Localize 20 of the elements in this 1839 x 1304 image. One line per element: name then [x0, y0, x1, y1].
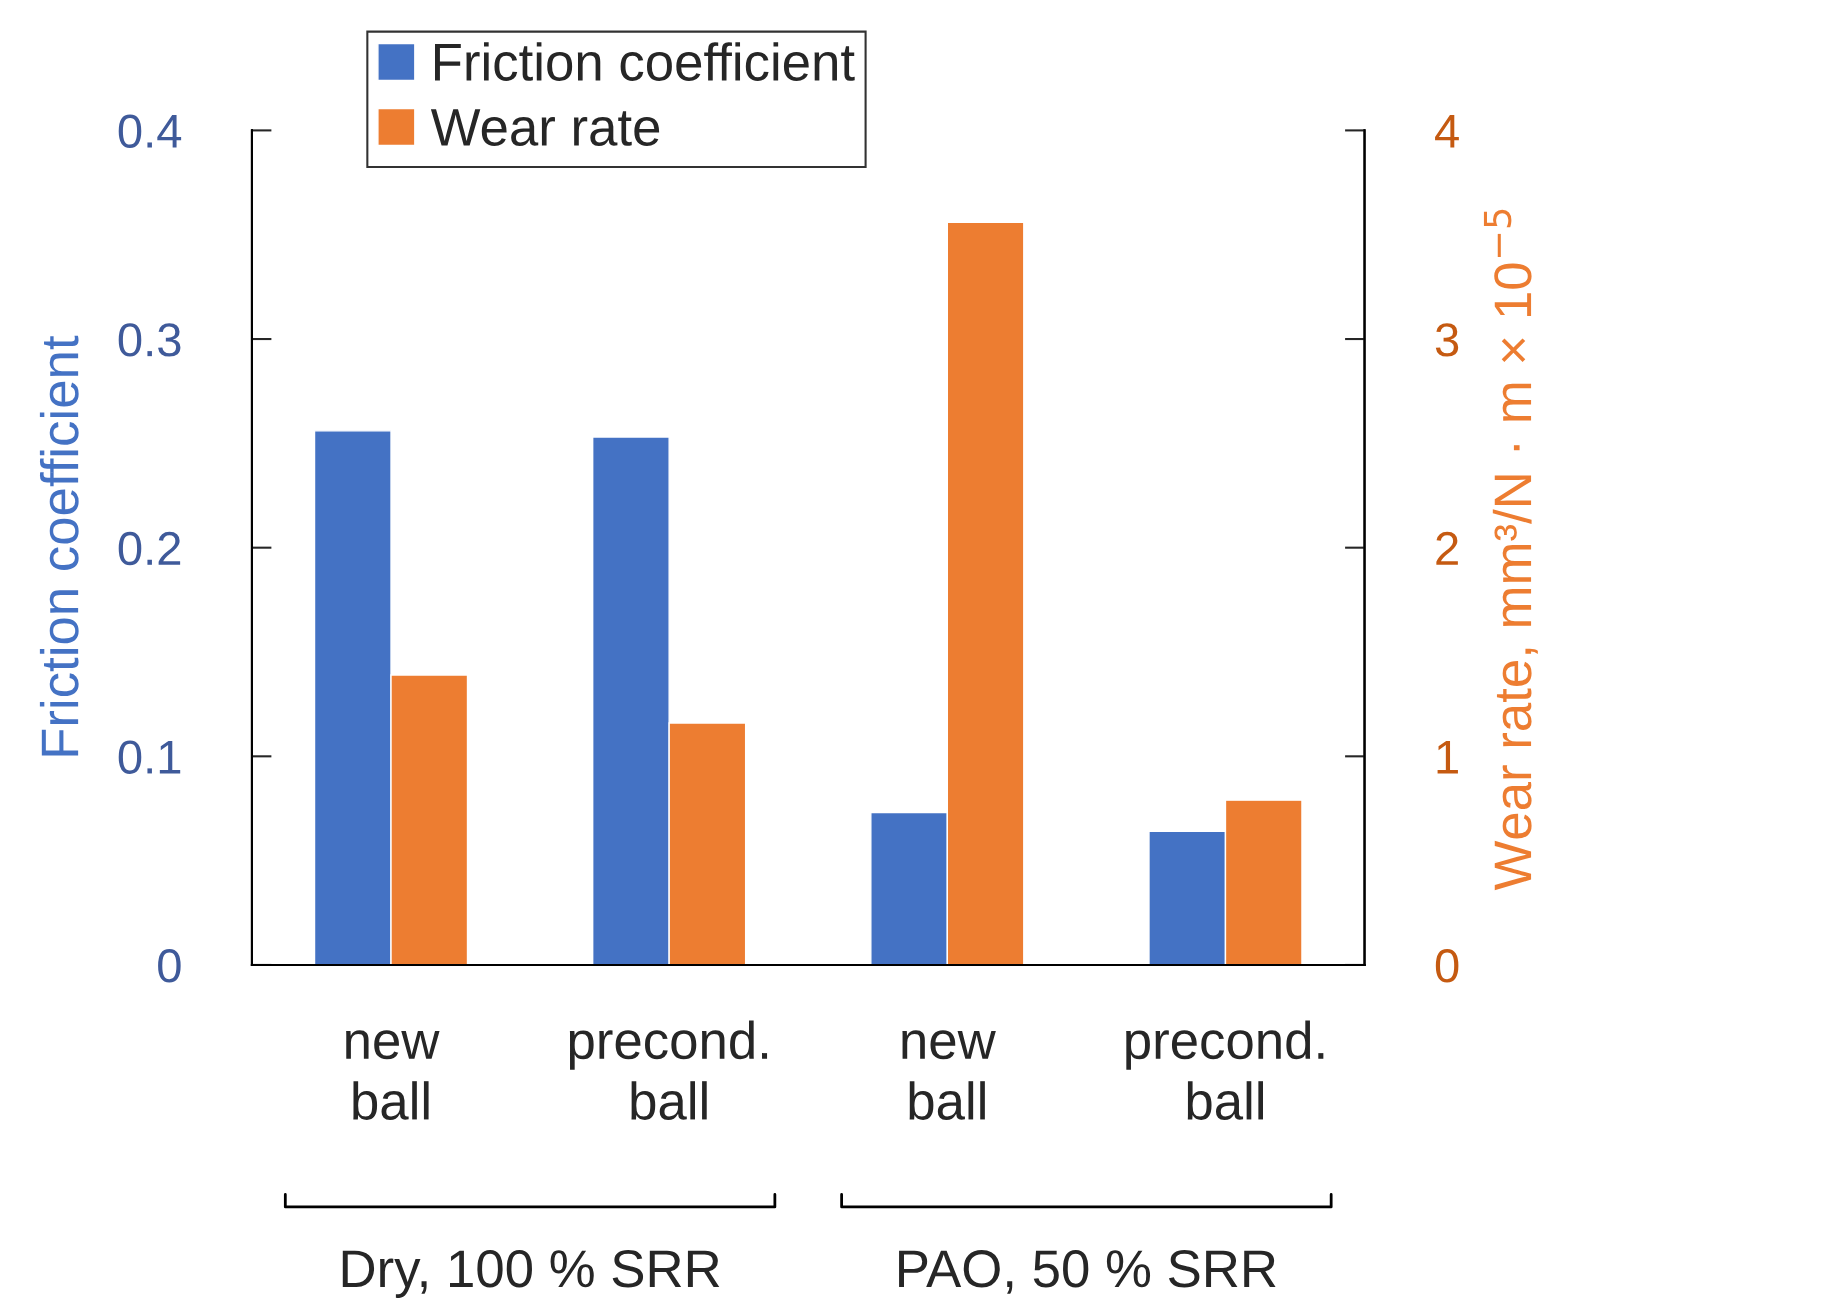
y-tick-label: 0.2: [118, 531, 181, 566]
y2-tick-label: 0: [1435, 949, 1459, 983]
y-tick-label: 0.3: [118, 323, 181, 357]
x-tick-label: precond. ball: [569, 1020, 768, 1120]
y-tick-label: 0.4: [118, 114, 182, 148]
y-tick-label: 0.1: [118, 740, 181, 774]
text: Dry, 100 % SRR: [342, 1250, 720, 1298]
y2-tick-label: 4: [1435, 115, 1459, 148]
y2-tick-label: 1: [1437, 740, 1458, 774]
x-tick-label: new ball: [346, 1030, 440, 1120]
y-axis-title: Friction coefficient: [39, 335, 79, 756]
x-tick-label: precond. ball: [1126, 1020, 1324, 1120]
x-tick-label: new ball: [902, 1030, 996, 1120]
legend-label: Wear rate: [430, 109, 660, 146]
y2-axis-title: Wear rate, mm³/N · m × 10$^{−5}$: [1483, 209, 1538, 891]
y-tick-label: 0: [158, 949, 181, 983]
y2-tick-label: 3: [1435, 323, 1459, 357]
legend-label: Friction coefficient: [435, 42, 855, 81]
text: PAO, 50 % SRR: [899, 1250, 1276, 1294]
y2-tick-label: 2: [1436, 531, 1458, 565]
